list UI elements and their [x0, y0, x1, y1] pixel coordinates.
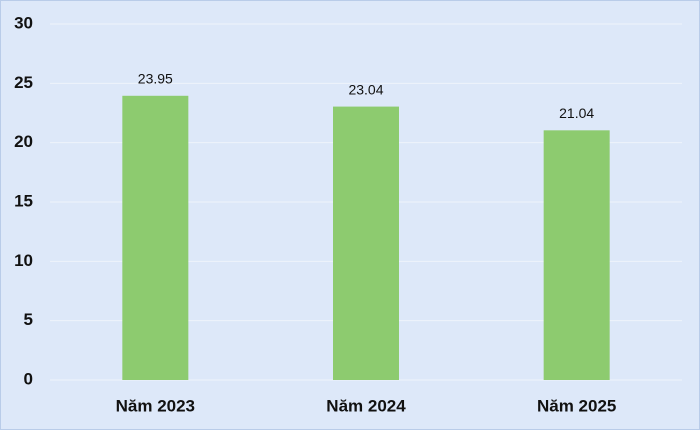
bar [333, 106, 399, 380]
bar [543, 130, 610, 380]
value-label: 23.95 [138, 70, 173, 86]
y-tick-label: 10 [14, 251, 33, 270]
x-tick-label: Năm 2025 [537, 396, 616, 415]
x-tick-label: Năm 2024 [326, 396, 406, 415]
value-label: 23.04 [348, 81, 383, 97]
x-tick-label: Năm 2023 [116, 396, 195, 415]
bar [122, 95, 189, 380]
y-tick-label: 15 [14, 191, 33, 210]
y-tick-label: 20 [14, 132, 33, 151]
y-tick-label: 5 [24, 310, 33, 329]
y-tick-label: 30 [14, 13, 33, 32]
y-tick-label: 25 [14, 73, 33, 92]
value-label: 21.04 [559, 105, 594, 121]
y-tick-label: 0 [24, 369, 33, 388]
